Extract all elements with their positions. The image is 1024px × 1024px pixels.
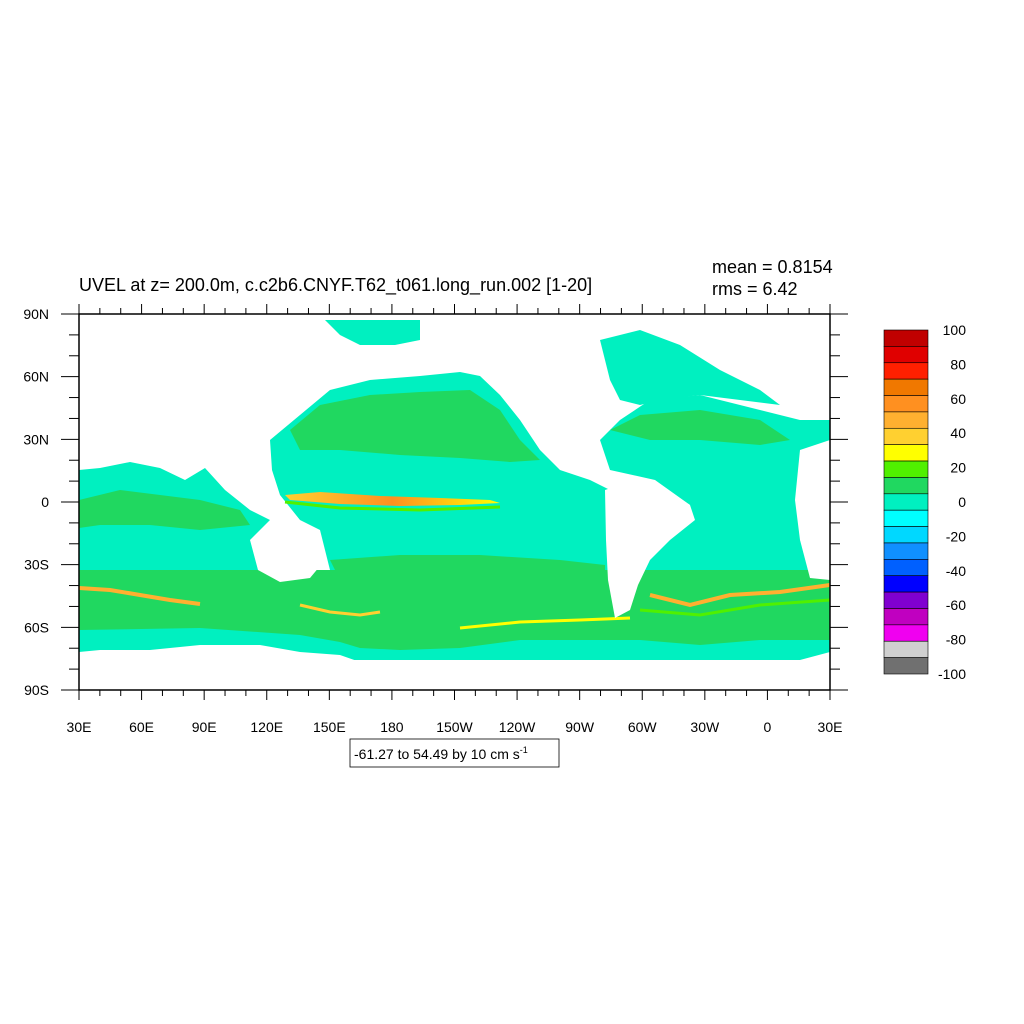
colorbar-label: 80 <box>950 356 966 372</box>
x-axis: 30E 60E 90E 120E 150E 180 150W 120W 90W 60W 30W 0 30… <box>67 304 843 735</box>
landmass-antarctica <box>79 660 830 690</box>
south-pacific-green-band <box>330 555 605 590</box>
colorbar-swatch <box>883 378 929 396</box>
y-axis: 90N 60N 30N 0 30S 60S 90S <box>23 306 848 698</box>
acc-jet-atlantic <box>649 583 830 608</box>
y-tick-label: 60N <box>23 369 49 385</box>
colorbar-label: 100 <box>943 322 967 338</box>
colorbar-swatch <box>883 427 929 445</box>
y-tick-label: 0 <box>41 494 49 510</box>
colorbar-swatch <box>883 395 929 413</box>
map-field <box>79 314 830 690</box>
plot-title: UVEL at z= 200.0m, c.c2b6.CNYF.T62_t061.… <box>79 275 592 296</box>
colorbar-swatch <box>883 509 929 527</box>
colorbar-swatch <box>883 542 929 560</box>
acc-jet-atlantic-secondary <box>639 598 830 617</box>
colorbar-swatch <box>883 411 929 429</box>
colorbar-swatch <box>883 624 929 642</box>
colorbar-label: -100 <box>938 666 966 682</box>
colorbar-swatch <box>883 444 929 462</box>
colorbar-label: 0 <box>958 494 966 510</box>
x-tick-label: 150W <box>436 719 473 735</box>
colorbar-swatch <box>883 346 929 364</box>
colorbar-label: 20 <box>950 460 966 476</box>
x-tick-label: 30E <box>67 719 92 735</box>
y-tick-label: 30S <box>24 557 49 573</box>
x-tick-label: 0 <box>764 719 772 735</box>
colorbar-swatch <box>883 559 929 577</box>
y-tick-label: 60S <box>24 619 49 635</box>
x-tick-label: 90E <box>192 719 217 735</box>
colorbar-label: 60 <box>950 391 966 407</box>
colorbar: 100 80 60 40 20 0 -20 -40 -60 -80 -100 <box>883 322 967 682</box>
x-tick-label: 150E <box>313 719 346 735</box>
landmass-africa <box>795 440 830 580</box>
colorbar-swatch <box>883 329 929 347</box>
north-pacific-green-band <box>290 390 540 462</box>
colorbar-swatch <box>883 575 929 593</box>
north-atlantic-green-band <box>610 410 790 445</box>
rms-value: rms = 6.42 <box>712 279 798 299</box>
mean-value: mean = 0.8154 <box>712 257 833 277</box>
y-tick-label: 90N <box>23 306 49 322</box>
contour-info-box <box>349 738 560 768</box>
x-tick-label: 90W <box>565 719 595 735</box>
colorbar-label: 40 <box>950 425 966 441</box>
colorbar-swatch <box>883 657 929 675</box>
colorbar-swatch <box>883 460 929 478</box>
colorbar-swatch <box>883 526 929 544</box>
indian-ocean-north-band <box>79 490 250 530</box>
acc-jet-australia <box>299 603 381 617</box>
colorbar-label: -20 <box>946 528 966 544</box>
x-tick-label: 30E <box>818 719 843 735</box>
colorbar-swatch <box>883 477 929 495</box>
x-tick-label: 120W <box>499 719 536 735</box>
colorbar-label: -40 <box>946 563 966 579</box>
colorbar-label: -80 <box>946 632 966 648</box>
equatorial-undercurrent-edge <box>284 500 501 512</box>
contour-info-text: -61.27 to 54.49 by 10 cm s-1 <box>354 745 528 762</box>
x-tick-label: 30W <box>690 719 720 735</box>
equatorial-undercurrent <box>285 492 500 506</box>
acc-jet-pacific <box>459 616 631 630</box>
colorbar-swatch <box>883 640 929 658</box>
x-tick-label: 60E <box>129 719 154 735</box>
arctic-pacific-region <box>325 320 420 345</box>
acc-jet-indian <box>79 586 201 606</box>
x-tick-label: 60W <box>628 719 658 735</box>
landmass-south-america <box>605 478 695 618</box>
arctic-atlantic-region <box>600 330 780 405</box>
x-tick-label: 180 <box>380 719 404 735</box>
y-tick-label: 90S <box>24 682 49 698</box>
southern-ocean-lower <box>79 628 830 667</box>
colorbar-swatch <box>883 493 929 511</box>
landmass-australia <box>250 520 325 582</box>
colorbar-label: -60 <box>946 597 966 613</box>
colorbar-swatch <box>883 362 929 380</box>
colorbar-swatch <box>883 591 929 609</box>
x-tick-label: 120E <box>250 719 283 735</box>
y-tick-label: 30N <box>23 431 49 447</box>
colorbar-swatch <box>883 608 929 626</box>
